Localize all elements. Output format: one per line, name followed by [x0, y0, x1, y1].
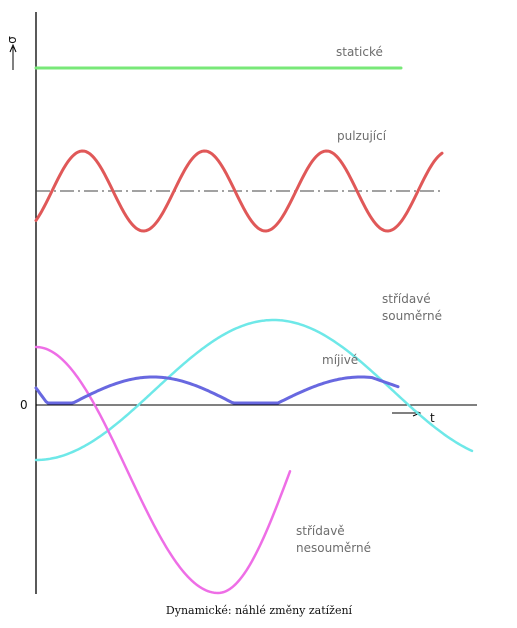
label-transient: míjivé [322, 353, 358, 367]
label-static: statické [336, 45, 383, 59]
y-axis-symbol: σ [5, 36, 19, 44]
x-axis-symbol: t [430, 411, 435, 425]
origin-label: 0 [20, 398, 28, 412]
label-symmetric-alternating: střídavé souměrné [382, 292, 442, 323]
label-pulsating: pulzující [337, 129, 387, 143]
label-asymmetric-alternating: střídavě nesouměrné [296, 524, 371, 555]
y-axis-arrow [9, 43, 17, 70]
asymmetric-alternating-curve [34, 345, 292, 595]
pulsating-curve [34, 149, 444, 233]
transient-curve [34, 375, 400, 405]
diagram-caption: Dynamické: náhlé změny zatížení [166, 604, 353, 617]
